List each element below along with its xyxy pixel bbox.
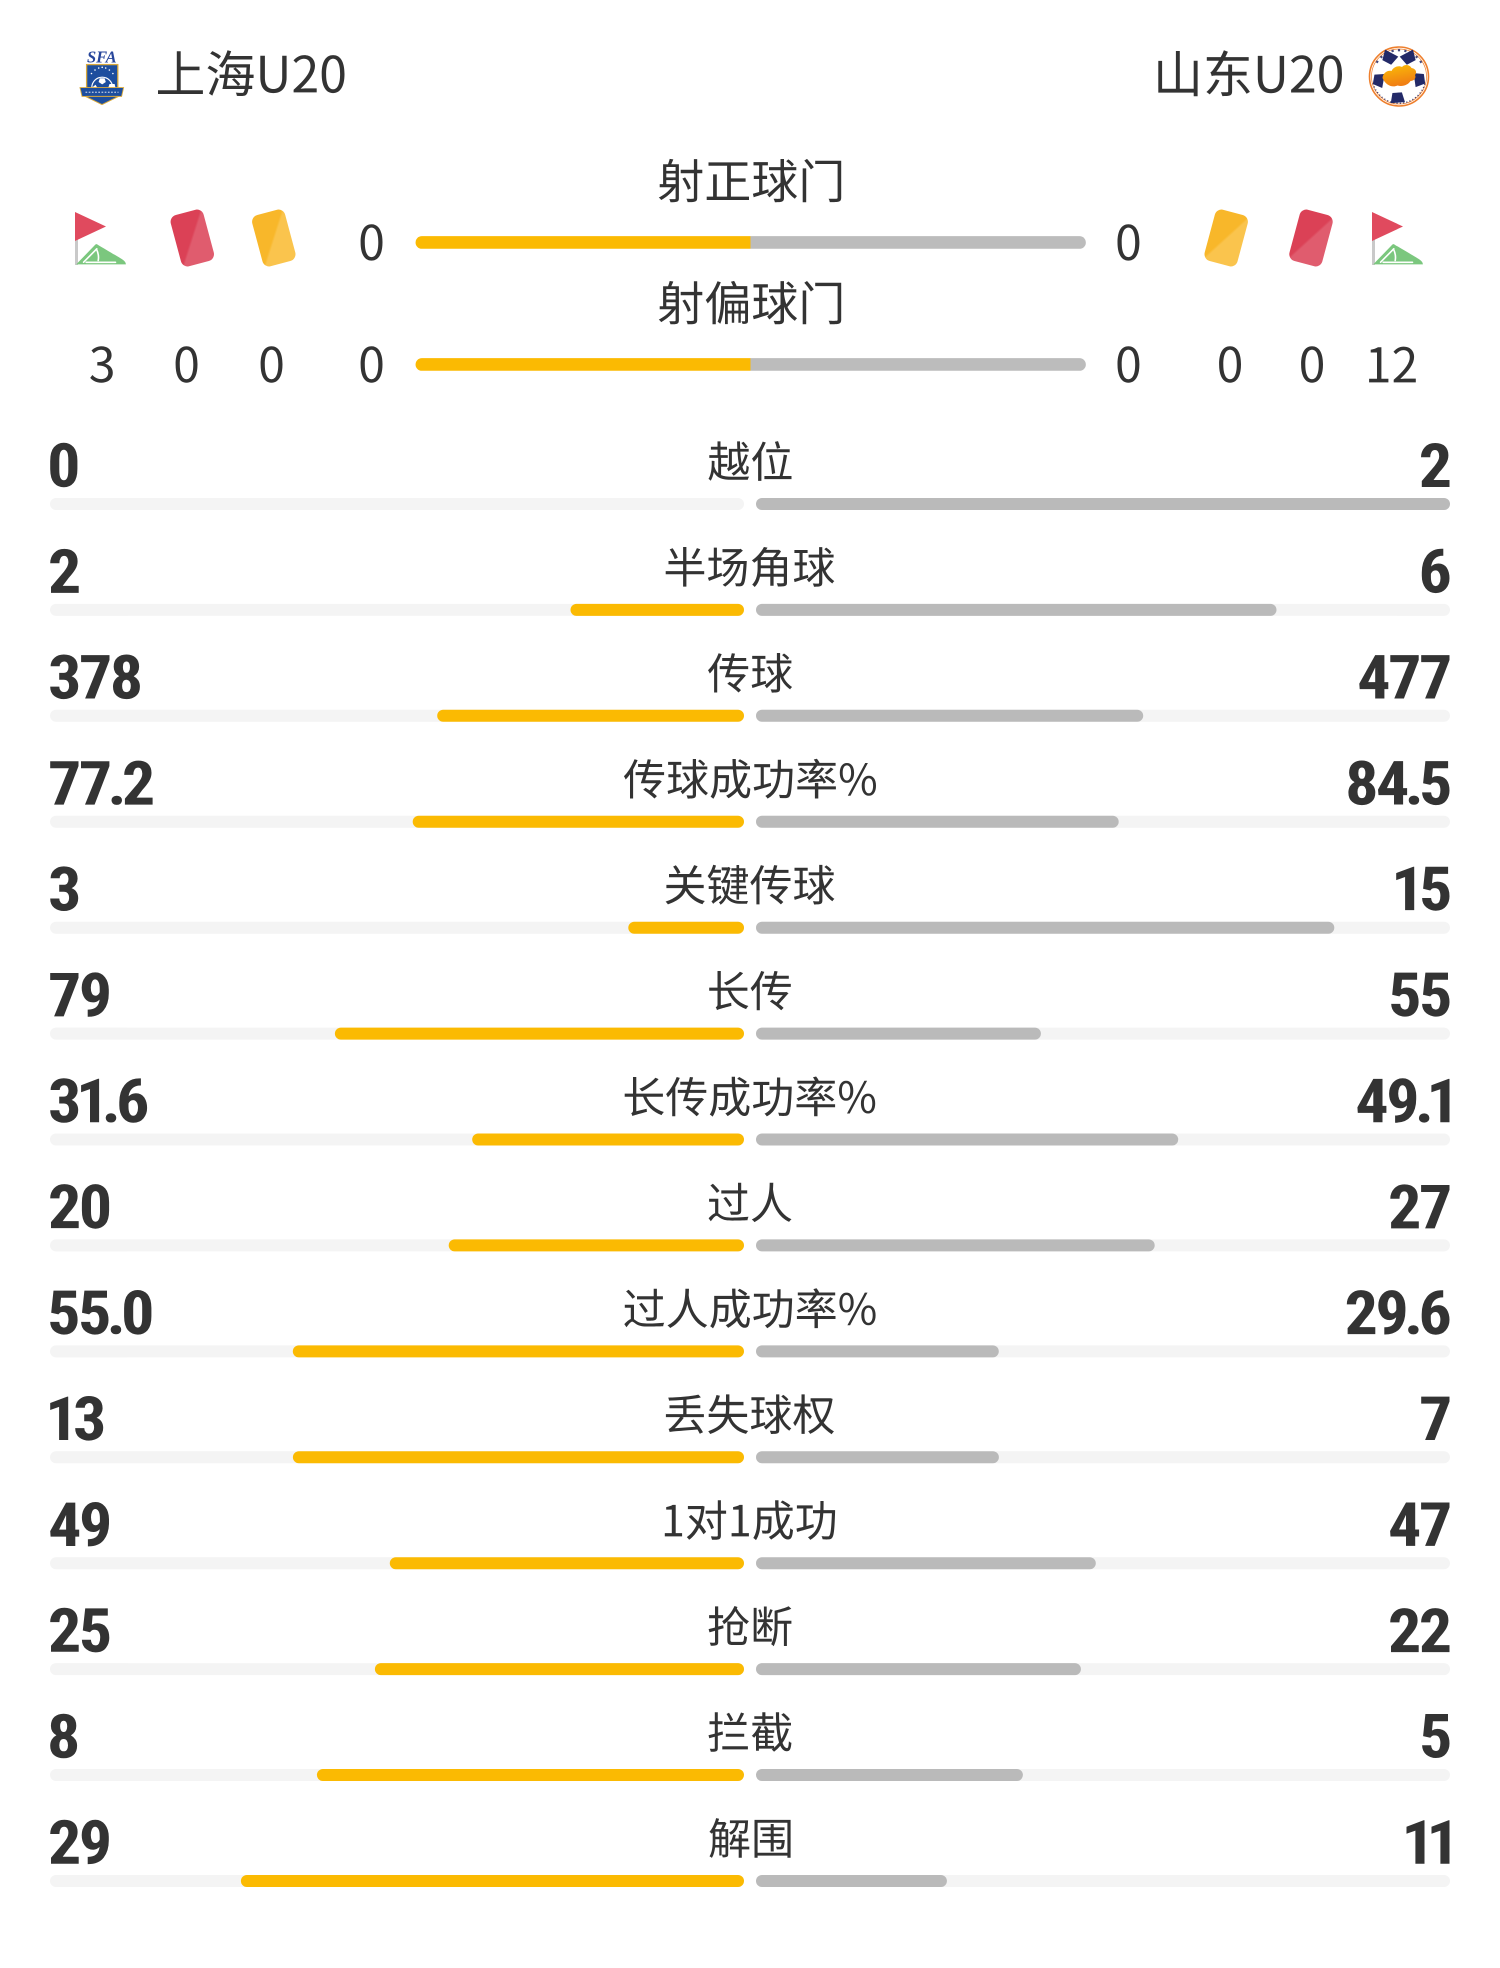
svg-text:SFA: SFA xyxy=(87,48,117,67)
